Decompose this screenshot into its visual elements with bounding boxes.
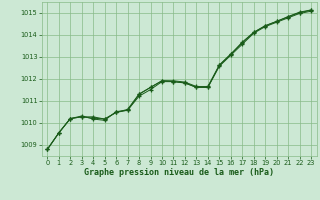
X-axis label: Graphe pression niveau de la mer (hPa): Graphe pression niveau de la mer (hPa)	[84, 168, 274, 177]
